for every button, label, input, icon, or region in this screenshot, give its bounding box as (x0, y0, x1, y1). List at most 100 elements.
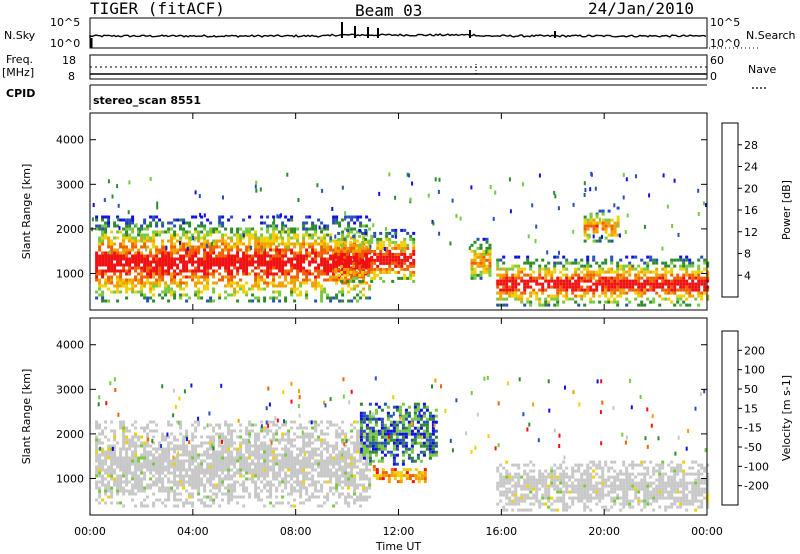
scatter-cell (346, 246, 350, 250)
scatter-cell (236, 254, 240, 258)
scatter-cell (359, 498, 363, 502)
scatter-cell (212, 498, 216, 502)
scatter-cell (254, 284, 258, 288)
scatter-cell (413, 441, 417, 445)
scatter-cell (230, 278, 234, 282)
scatter-cell (387, 480, 391, 484)
scatter-cell (326, 257, 330, 261)
scatter-cell (122, 248, 126, 252)
scatter-cell (532, 291, 536, 295)
scatter-cell (344, 450, 348, 454)
scatter-cell (197, 492, 201, 496)
scatter-outlier (697, 212, 700, 216)
scatter-cell (230, 257, 234, 261)
scatter-cell (502, 276, 506, 280)
scatter-cell (242, 251, 246, 255)
scatter-cell (305, 489, 309, 493)
scatter-cell (353, 236, 357, 240)
scatter-cell (347, 483, 351, 487)
scatter-cell (386, 450, 390, 454)
scatter-cell (209, 257, 213, 261)
scatter-cell (248, 477, 252, 481)
scatter-cell (107, 281, 111, 285)
scatter-cell (349, 258, 353, 262)
scatter-cell (482, 270, 486, 274)
scatter-cell (511, 508, 515, 512)
scatter-cell (640, 291, 644, 295)
scatter-cell (107, 269, 111, 273)
scatter-cell (613, 297, 617, 301)
scatter-cell (272, 257, 276, 261)
scatter-cell (344, 495, 348, 499)
scatter-cell (332, 251, 336, 255)
scatter-cell (293, 230, 297, 234)
scatter-cell (370, 240, 374, 244)
scatter-cell (496, 282, 500, 286)
scatter-cell (376, 264, 380, 268)
scatter-cell (397, 258, 401, 262)
scatter-cell (95, 423, 99, 427)
scatter-cell (185, 447, 189, 451)
scatter-cell (239, 429, 243, 433)
scatter-cell (119, 420, 123, 424)
scatter-cell (377, 432, 381, 436)
scatter-cell (104, 450, 108, 454)
scatter-cell (125, 269, 129, 273)
scatter-cell (550, 297, 554, 301)
scatter-cell (263, 239, 267, 243)
scatter-cell (101, 299, 105, 303)
scatter-cell (167, 450, 171, 454)
scatter-cell (586, 288, 590, 292)
scatter-cell (239, 450, 243, 454)
scatter-cell (173, 236, 177, 240)
scatter-cell (649, 285, 653, 289)
scatter-cell (320, 296, 324, 300)
scatter-cell (394, 246, 398, 250)
scatter-cell (358, 249, 362, 253)
nsky-panel-frame (89, 17, 708, 49)
scatter-cell (338, 221, 342, 225)
scatter-cell (284, 278, 288, 282)
scatter-cell (317, 269, 321, 273)
scatter-cell (176, 420, 180, 424)
scatter-cell (613, 291, 617, 295)
scatter-cell (538, 487, 542, 491)
scatter-cell (170, 260, 174, 264)
scatter-cell (98, 456, 102, 460)
scatter-cell (353, 447, 357, 451)
scatter-cell (212, 239, 216, 243)
scatter-cell (367, 267, 371, 271)
scatter-cell (610, 300, 614, 304)
scatter-cell (185, 474, 189, 478)
scatter-cell (538, 502, 542, 506)
scatter-cell (655, 273, 659, 277)
scatter-cell (616, 303, 620, 307)
scatter-cell (353, 486, 357, 490)
scatter-cell (203, 263, 207, 267)
scatter-cell (320, 299, 324, 303)
scatter-cell (601, 279, 605, 283)
scatter-cell (526, 472, 530, 476)
scatter-cell (323, 474, 327, 478)
scatter-cell (577, 282, 581, 286)
scatter-cell (293, 456, 297, 460)
scatter-outlier (139, 228, 142, 233)
scatter-cell (580, 285, 584, 289)
scatter-cell (368, 417, 372, 421)
scatter-cell (359, 438, 363, 442)
scatter-cell (167, 257, 171, 261)
scatter-cell (257, 477, 261, 481)
scatter-cell (368, 251, 372, 255)
scatter-cell (101, 272, 105, 276)
scatter-cell (158, 456, 162, 460)
scatter-cell (370, 258, 374, 262)
scatter-cell (278, 281, 282, 285)
scatter-cell (161, 260, 165, 264)
scatter-cell (242, 462, 246, 466)
scatter-cell (185, 471, 189, 475)
scatter-cell (404, 441, 408, 445)
scatter-cell (565, 279, 569, 283)
scatter-cell (131, 456, 135, 460)
scatter-cell (400, 258, 404, 262)
scatter-cell (119, 426, 123, 430)
